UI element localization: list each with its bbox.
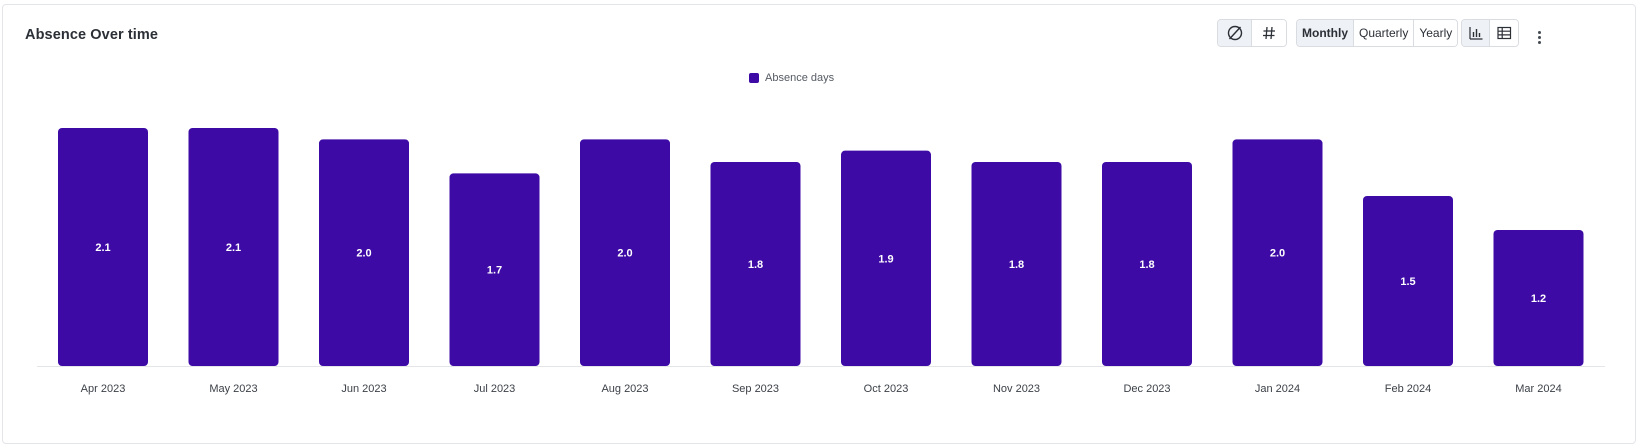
bar-8[interactable] [1102, 162, 1192, 366]
bar-value-label-1: 2.1 [226, 242, 241, 254]
bar-1[interactable] [188, 128, 279, 366]
x-tick-label-0: Apr 2023 [81, 383, 126, 395]
bar-value-label-7: 1.8 [1009, 259, 1024, 271]
x-tick-label-5: Sep 2023 [732, 383, 779, 395]
bar-10[interactable] [1363, 196, 1453, 366]
bar-value-label-3: 1.7 [487, 265, 502, 277]
x-tick-label-1: May 2023 [209, 383, 257, 395]
x-tick-label-8: Dec 2023 [1123, 383, 1170, 395]
x-tick-label-2: Jun 2023 [341, 383, 386, 395]
x-tick-label-11: Mar 2024 [1515, 383, 1561, 395]
bar-value-label-0: 2.1 [95, 242, 110, 254]
bar-chart-icon [1468, 27, 1482, 40]
x-tick-label-3: Jul 2023 [474, 383, 516, 395]
bar-7[interactable] [971, 162, 1062, 366]
chart-legend: Absence days [749, 72, 834, 84]
x-tick-label-4: Aug 2023 [601, 383, 648, 395]
bar-11[interactable] [1493, 230, 1584, 366]
x-tick-label-10: Feb 2024 [1385, 383, 1431, 395]
bar-value-label-11: 1.2 [1531, 293, 1546, 305]
legend-swatch [749, 73, 759, 83]
bar-3[interactable] [449, 173, 540, 366]
no-data-icon [1227, 25, 1242, 41]
period-yearly-button[interactable]: Yearly [1414, 20, 1458, 46]
period-toggle-group: Monthly Quarterly Yearly [1296, 19, 1459, 47]
bar-2[interactable] [319, 139, 409, 366]
legend-label: Absence days [765, 72, 835, 84]
bar-9[interactable] [1232, 139, 1323, 366]
bar-value-label-10: 1.5 [1400, 276, 1415, 288]
x-tick-label-6: Oct 2023 [864, 383, 909, 395]
table-icon [1497, 26, 1512, 40]
hash-icon [1263, 26, 1275, 40]
bar-chart-view-button[interactable] [1462, 20, 1490, 46]
bar-4[interactable] [580, 139, 670, 366]
no-data-toggle-button[interactable] [1218, 20, 1252, 46]
table-view-button[interactable] [1490, 20, 1518, 46]
number-format-toggle-button[interactable] [1252, 20, 1286, 46]
bar-value-label-4: 2.0 [617, 248, 632, 260]
chart-title: Absence Over time [25, 27, 159, 43]
bar-value-label-6: 1.9 [878, 253, 893, 265]
bar-0[interactable] [58, 128, 148, 366]
bar-6[interactable] [841, 150, 931, 366]
display-toggle-group [1217, 19, 1287, 47]
bar-value-label-2: 2.0 [356, 248, 371, 260]
period-monthly-button[interactable]: Monthly [1297, 20, 1354, 46]
view-toggle-group [1461, 19, 1519, 47]
bar-5[interactable] [710, 162, 801, 366]
x-tick-label-7: Nov 2023 [993, 383, 1040, 395]
bar-value-label-9: 2.0 [1270, 248, 1285, 260]
period-quarterly-button[interactable]: Quarterly [1354, 20, 1415, 46]
bar-value-label-8: 1.8 [1139, 259, 1154, 271]
bar-value-label-5: 1.8 [748, 259, 763, 271]
kebab-menu-icon[interactable] [1533, 27, 1545, 47]
x-tick-label-9: Jan 2024 [1255, 383, 1300, 395]
